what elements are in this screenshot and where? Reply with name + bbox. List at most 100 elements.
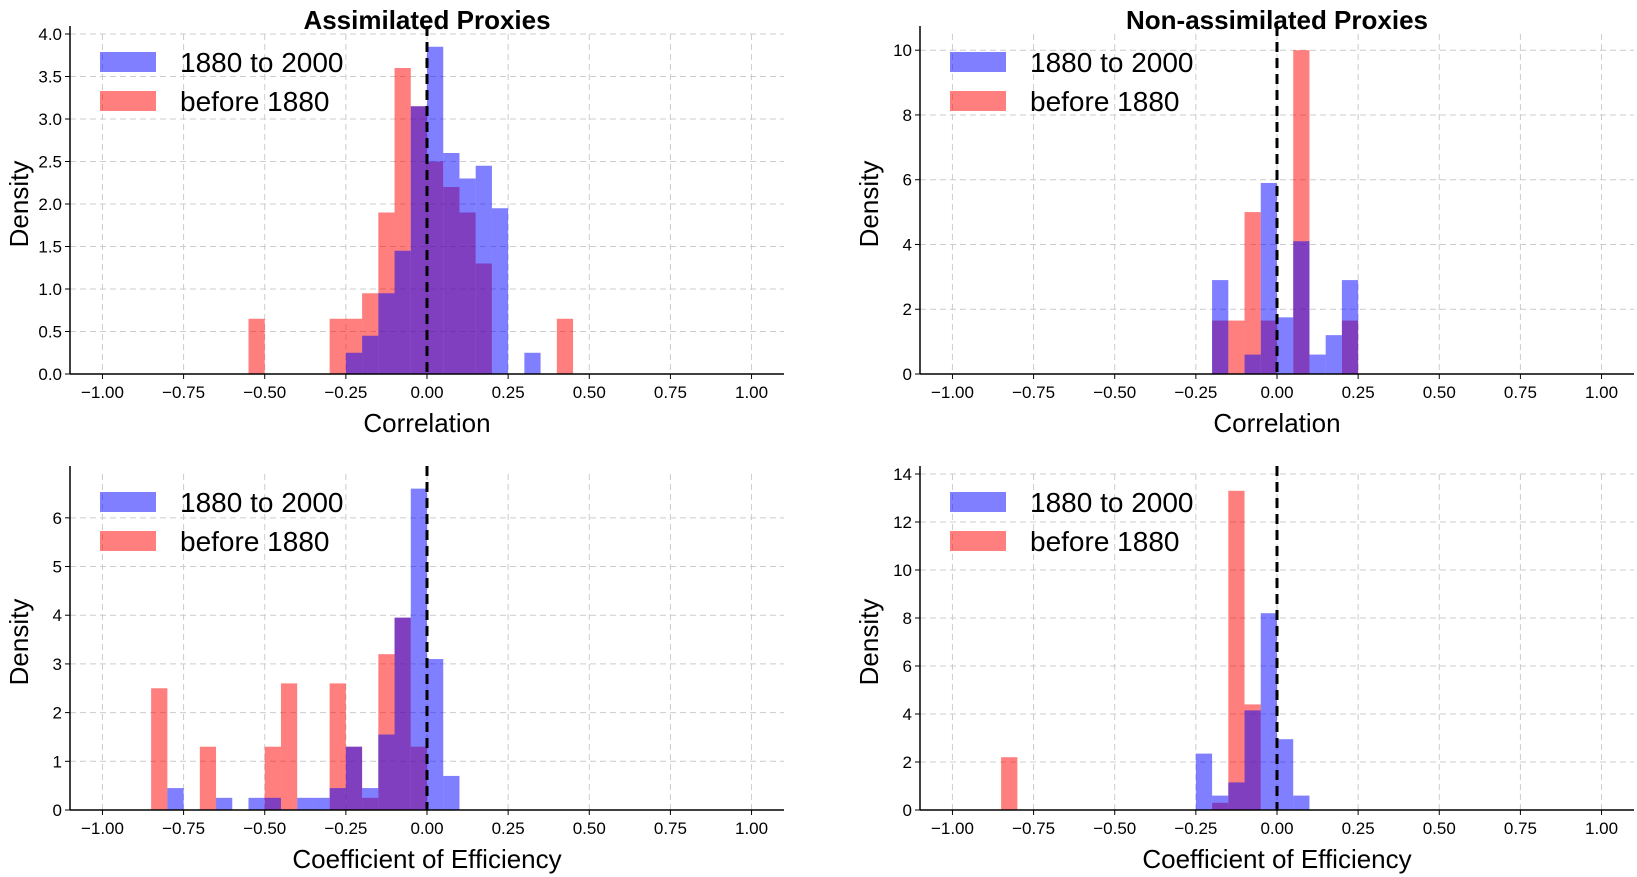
y-tick-label: 4 [903,705,912,724]
x-tick-label: −1.00 [931,383,974,402]
y-tick-label: 2 [903,753,912,772]
bar-recent [378,293,395,374]
bar-early [556,318,574,374]
legend-swatch-early [100,91,156,111]
x-tick-label: 0.75 [1504,383,1537,402]
bar-recent [1293,241,1310,374]
x-tick-label: 1.00 [735,383,768,402]
bar-early [1228,490,1245,810]
bar-recent [475,165,492,374]
legend-label-early: before 1880 [1030,526,1179,557]
bar-recent [1244,354,1261,374]
bar-early [329,683,346,810]
x-tick-label: −0.25 [324,819,367,838]
x-tick-label: −0.75 [1012,383,1055,402]
legend: 1880 to 2000 before 1880 [950,47,1194,117]
x-tick-label: −0.25 [1174,819,1217,838]
y-tick-label: 0 [53,801,62,820]
y-tick-label: 10 [893,41,912,60]
bar-recent [362,788,379,810]
y-tick-label: 6 [903,171,912,190]
bar-recent [410,488,427,810]
x-tick-label: −1.00 [81,819,124,838]
bar-recent [329,788,346,810]
bar-recent [1212,795,1229,810]
bar-recent [410,106,427,374]
x-tick-label: 1.00 [1585,383,1618,402]
x-tick-label: −1.00 [81,383,124,402]
bar-early [329,318,346,374]
panel-2: −1.00 −0.75 −0.50 −0.25 0.00 0.25 0.50 0.75 1.00… [854,5,1634,438]
x-tick-label: −0.75 [162,819,205,838]
bar-recent [1325,335,1342,374]
bar-recent [1309,354,1326,374]
x-tick-label: −0.25 [1174,383,1217,402]
y-tick-label: 0.0 [38,365,62,384]
legend-swatch-recent [100,492,156,512]
y-tick-label: 4 [53,606,62,625]
bar-recent [297,797,314,810]
y-tick-label: 4 [903,235,912,254]
y-tick-label: 14 [893,465,912,484]
y-tick-label: 12 [893,513,912,532]
y-tick-label: 2.0 [38,195,62,214]
y-tick-label: 10 [893,561,912,580]
bar-recent [427,659,444,810]
x-tick-label: −0.50 [243,383,286,402]
bar-early [1001,757,1018,810]
bar-recent [1244,710,1261,810]
x-tick-label: −1.00 [931,819,974,838]
bar-recent [264,797,281,810]
x-tick-label: 0.00 [410,383,443,402]
bar-recent [459,178,476,374]
x-axis-label: Coefficient of Efficiency [1142,844,1411,874]
bar-early [264,746,281,810]
y-axis-label: Density [854,161,884,248]
y-tick-label: 1 [53,752,62,771]
legend: 1880 to 2000 before 1880 [950,487,1194,557]
x-tick-label: 0.25 [492,819,525,838]
bar-early [151,688,168,810]
y-tick-label: 6 [53,509,62,528]
x-axis-label: Correlation [1213,408,1340,438]
y-tick-label: 0.5 [38,323,62,342]
x-axis-label: Correlation [363,408,490,438]
y-tick-label: 0 [903,365,912,384]
bar-recent [1293,795,1310,810]
x-tick-label: −0.25 [324,383,367,402]
y-tick-label: 1.0 [38,280,62,299]
bar-early [1228,320,1245,374]
x-tick-label: 0.25 [1342,819,1375,838]
legend-label-recent: 1880 to 2000 [1030,47,1194,78]
y-axis-label: Density [4,161,34,248]
bar-recent [1228,782,1245,810]
legend-swatch-early [950,531,1006,551]
y-tick-label: 3.0 [38,110,62,129]
panel-1: −1.00 −0.75 −0.50 −0.25 0.00 0.25 0.50 0.75 1.00… [4,5,784,438]
bar-recent [1341,280,1359,374]
legend-swatch-recent [950,492,1006,512]
bar-recent [1260,182,1277,374]
bar-recent [443,775,460,810]
y-tick-label: 4.0 [38,25,62,44]
bar-recent [394,617,411,810]
bar-recent [491,208,509,374]
bar-recent [443,153,460,374]
bar-recent [1277,739,1294,810]
panel-3: −1.00 −0.75 −0.50 −0.25 0.00 0.25 0.50 0.75 1.00… [4,466,784,874]
y-tick-label: 3 [53,655,62,674]
y-tick-label: 8 [903,609,912,628]
legend-label-recent: 1880 to 2000 [1030,487,1194,518]
y-tick-label: 2.5 [38,153,62,172]
y-tick-label: 1.5 [38,238,62,257]
x-tick-label: 0.25 [492,383,525,402]
bar-recent [378,734,395,810]
bar-recent [362,335,379,374]
x-tick-label: −0.50 [1093,819,1136,838]
x-tick-label: −0.50 [1093,383,1136,402]
x-tick-label: 0.50 [573,819,606,838]
x-tick-label: −0.75 [162,383,205,402]
y-tick-label: 6 [903,657,912,676]
bar-recent [1260,613,1277,810]
